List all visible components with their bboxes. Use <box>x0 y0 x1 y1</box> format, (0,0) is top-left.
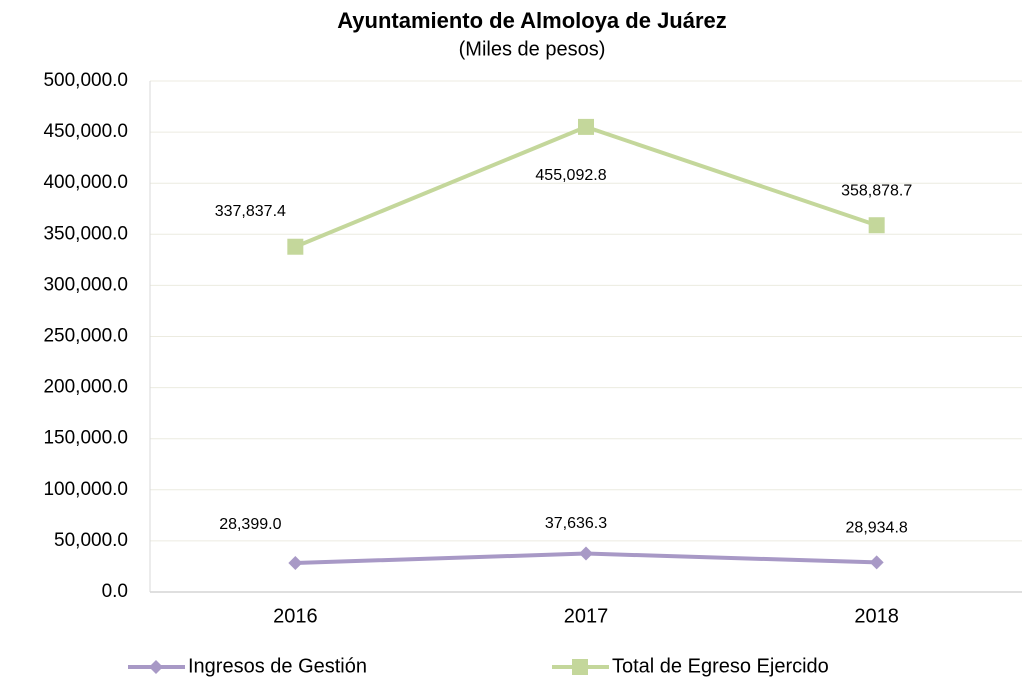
data-label: 358,878.7 <box>841 182 912 199</box>
data-label: 37,636.3 <box>545 515 607 532</box>
x-tick-label: 2018 <box>854 605 899 627</box>
data-point <box>868 217 885 234</box>
y-tick-label: 250,000.0 <box>43 326 128 347</box>
data-label: 337,837.4 <box>215 203 286 220</box>
data-label: 28,399.0 <box>219 516 281 533</box>
chart-subtitle: (Miles de pesos) <box>459 38 606 60</box>
y-tick-label: 100,000.0 <box>43 479 128 500</box>
data-point <box>579 546 593 561</box>
y-tick-label: 450,000.0 <box>43 121 128 142</box>
x-tick-label: 2016 <box>273 605 318 627</box>
data-point <box>287 238 304 255</box>
series-line <box>294 124 878 249</box>
data-point <box>578 118 594 135</box>
legend-marker <box>572 659 588 675</box>
y-tick-label: 50,000.0 <box>54 530 128 551</box>
y-tick-label: 400,000.0 <box>43 172 128 193</box>
legend-label: Ingresos de Gestión <box>188 655 367 677</box>
data-label: 455,092.8 <box>535 167 606 184</box>
legend-marker <box>149 660 163 674</box>
chart-title: Ayuntamiento de Almoloya de Juárez <box>337 8 727 33</box>
y-tick-label: 300,000.0 <box>43 274 128 295</box>
y-tick-label: 150,000.0 <box>43 428 128 449</box>
y-tick-label: 0.0 <box>102 581 128 602</box>
legend-label: Total de Egreso Ejercido <box>612 655 829 677</box>
x-tick-label: 2017 <box>564 605 609 627</box>
y-tick-label: 350,000.0 <box>43 223 128 244</box>
data-point <box>288 555 303 570</box>
data-point <box>869 555 884 570</box>
y-tick-label: 200,000.0 <box>43 377 128 398</box>
y-tick-label: 500,000.0 <box>43 70 128 91</box>
data-label: 28,934.8 <box>846 520 908 537</box>
